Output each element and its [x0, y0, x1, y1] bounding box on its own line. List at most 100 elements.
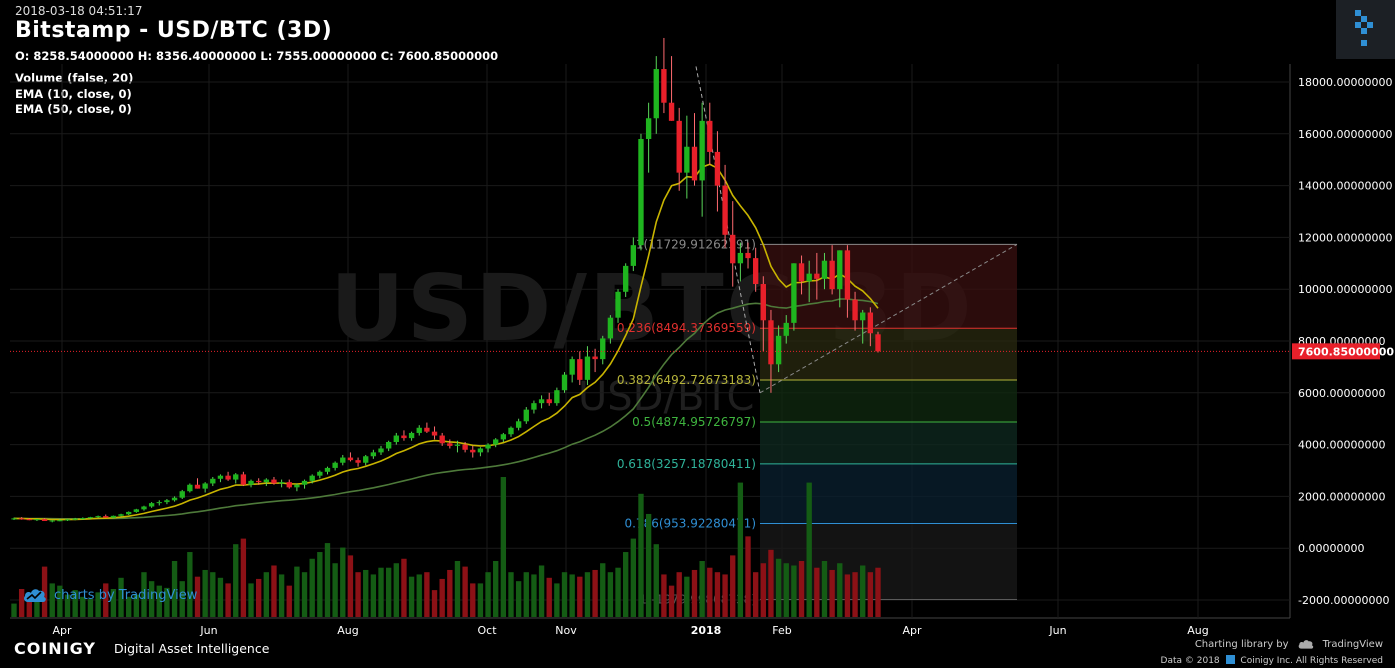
volume-bar [225, 583, 231, 617]
candle-body [745, 252, 751, 259]
candle-body [26, 519, 32, 521]
volume-bar [561, 572, 568, 617]
copyright-label: Data © 2018 [1160, 656, 1220, 666]
candle-body [630, 245, 637, 266]
tradingview-badge-label: charts by TradingView [54, 587, 198, 603]
candle-body [309, 475, 315, 481]
volume-bar [309, 558, 315, 617]
fib-level-label: 0.382(6492.72673183) [617, 373, 756, 387]
volume-bar [370, 574, 377, 617]
candle-body [508, 427, 514, 435]
volume-bar [607, 572, 614, 617]
chart-title: Bitstamp - USD/BTC (3D) [15, 18, 333, 43]
candle-body [294, 484, 300, 488]
volume-bar [317, 552, 323, 617]
candle-body [806, 273, 812, 282]
volume-bar [760, 563, 766, 617]
candle-body [317, 471, 323, 476]
charting-library-label: Charting library by [1194, 638, 1289, 650]
candle-body [615, 291, 621, 318]
candle-body [462, 444, 468, 450]
candle-body [72, 518, 78, 520]
candle-body [301, 480, 308, 485]
y-tick-label: 12000.00000000 [1298, 231, 1392, 244]
candle-body [707, 120, 713, 152]
candle-body [454, 444, 461, 446]
copyright-company: Coinigy Inc. All Rights Reserved [1240, 656, 1383, 666]
volume-bar [126, 596, 132, 617]
volume-bar [187, 552, 193, 617]
candle-body [110, 515, 117, 518]
volume-bar [538, 565, 545, 617]
volume-bar [691, 569, 698, 617]
candle-body [271, 479, 277, 484]
volume-bar [768, 549, 774, 617]
candle-body [340, 457, 346, 463]
candle-body [737, 252, 744, 264]
footer-charting: Charting library by TradingView [1195, 638, 1383, 650]
volume-bar [447, 569, 453, 617]
footer-copyright: Data © 2018 Coinigy Inc. All Rights Rese… [1161, 655, 1383, 666]
candle-body [103, 516, 109, 518]
candle-body [814, 273, 820, 279]
ohlc-readout: O: 8258.54000000 H: 8356.40000000 L: 755… [15, 49, 499, 63]
tradingview-badge[interactable]: charts by TradingView [22, 586, 197, 604]
candle-body [768, 320, 774, 365]
volume-bar [737, 482, 744, 617]
volume-bar [286, 585, 292, 617]
volume-bar [860, 565, 866, 617]
coinigy-wordmark[interactable]: COINIGY [14, 639, 97, 658]
candle-body [668, 102, 675, 121]
candle-body [217, 475, 224, 479]
candle-body [645, 118, 652, 139]
volume-bar [301, 572, 308, 617]
candle-body [523, 409, 529, 422]
volume-bar [844, 574, 851, 617]
volume-bar [554, 583, 560, 617]
candle-body [202, 483, 208, 489]
volume-bar [57, 585, 63, 617]
candle-body [95, 516, 101, 518]
volume-bar [294, 566, 300, 617]
volume-bar [355, 572, 361, 617]
candle-body [607, 317, 614, 339]
volume-bar [523, 572, 529, 617]
volume-bar [278, 574, 285, 617]
candle-body [80, 518, 86, 520]
candle-body [691, 146, 698, 181]
study-ema-10[interactable]: EMA (10, close, 0) [15, 86, 132, 101]
study-ema-50[interactable]: EMA (50, close, 0) [15, 102, 132, 116]
candle-body [500, 434, 507, 440]
volume-bar [340, 547, 346, 617]
tradingview-link[interactable]: TradingView [1322, 638, 1383, 650]
candle-body [11, 518, 17, 520]
volume-bar [347, 555, 354, 617]
volume-bar [462, 566, 468, 617]
volume-bar [72, 590, 78, 617]
candle-body [363, 456, 369, 463]
volume-bar [653, 544, 659, 617]
fib-zone [760, 380, 1017, 422]
volume-bar [661, 574, 667, 617]
volume-bar [240, 538, 247, 617]
volume-bar [722, 574, 728, 617]
volume-bar [416, 574, 422, 617]
candle-body [860, 312, 866, 321]
candle-body [141, 506, 147, 510]
candle-body [554, 390, 560, 404]
candle-body [661, 69, 667, 103]
volume-bar [875, 567, 881, 617]
candle-body [714, 151, 721, 186]
volume-bar [26, 596, 32, 617]
candle-body [164, 500, 170, 503]
volume-bar [248, 583, 254, 617]
candle-body [370, 452, 377, 457]
y-tick-label: 10000.00000000 [1298, 283, 1392, 296]
candle-body [791, 263, 797, 323]
coinigy-logo-icon[interactable] [1336, 0, 1395, 59]
y-tick-label: -2000.00000000 [1298, 594, 1389, 607]
volume-bar [110, 589, 117, 617]
candle-body [378, 448, 384, 453]
fib-trend-line [759, 243, 1018, 394]
